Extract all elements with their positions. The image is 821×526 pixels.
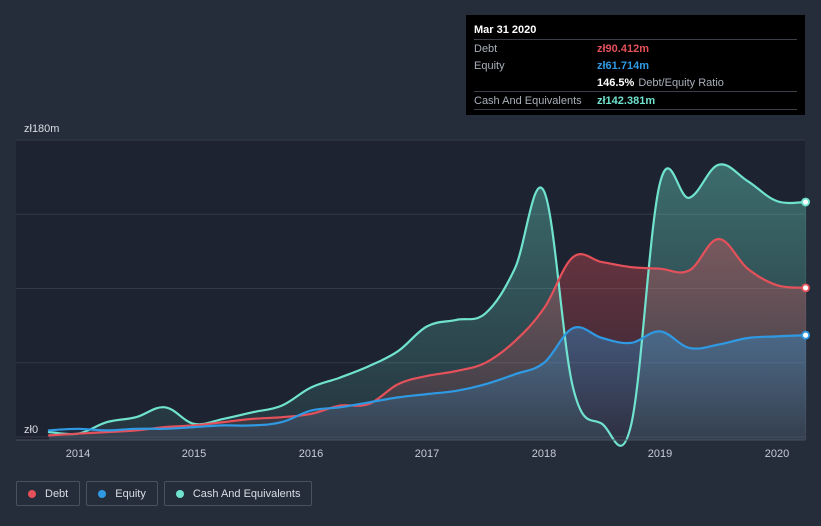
tooltip-panel: Mar 31 2020 Debt zł90.412m Equity zł61.7… <box>466 15 805 115</box>
x-tick-label: 2015 <box>182 448 206 460</box>
series-layer <box>47 163 808 447</box>
x-axis-ticks: 2014 2015 2016 2017 2018 2019 2020 <box>66 448 789 460</box>
line-cash <box>47 163 808 447</box>
legend-debt-label: Debt <box>45 487 69 500</box>
tooltip-cash-label: Cash And Equivalents <box>474 94 582 107</box>
end-marker-debt <box>801 283 810 293</box>
tooltip-ratio-label: Debt/Equity Ratio <box>638 76 724 89</box>
tooltip-cash-value: zł142.381m <box>597 94 656 107</box>
legend-cash-dot-icon <box>175 489 184 498</box>
tooltip-date: Mar 31 2020 <box>474 24 537 36</box>
tooltip-row-equity: Equity zł61.714m <box>474 57 797 74</box>
legend-item-equity[interactable]: Equity <box>86 481 158 506</box>
x-tick-label: 2019 <box>648 448 672 460</box>
tooltip-row-debt: Debt zł90.412m <box>474 39 797 57</box>
tooltip-debt-label: Debt <box>474 42 498 55</box>
line-debt <box>47 237 808 437</box>
tooltip-equity-label: Equity <box>474 59 505 72</box>
legend: Debt Equity Cash And Equivalents <box>16 481 313 506</box>
tooltip-row-ratio: 146.5% Debt/Equity Ratio <box>474 74 797 91</box>
legend-cash-label: Cash And Equivalents <box>192 487 301 500</box>
end-marker-equity <box>801 330 810 340</box>
legend-item-cash[interactable]: Cash And Equivalents <box>163 481 313 506</box>
tooltip-row-cash: Cash And Equivalents zł142.381m <box>474 91 797 110</box>
line-equity <box>47 326 808 432</box>
x-tick-label: 2016 <box>299 448 323 460</box>
end-markers <box>801 197 810 340</box>
x-tick-label: 2020 <box>765 448 789 460</box>
end-marker-cash <box>801 197 810 207</box>
x-tick-label: 2014 <box>66 448 90 460</box>
x-tick-label: 2018 <box>532 448 556 460</box>
legend-debt-dot-icon <box>28 489 36 498</box>
legend-item-debt[interactable]: Debt <box>16 481 81 506</box>
y-axis-bottom-label: zł0 <box>24 424 38 436</box>
y-axis-top-label: zł180m <box>24 123 59 135</box>
tooltip-equity-value: zł61.714m <box>597 59 649 72</box>
tooltip-ratio-value: 146.5% <box>597 76 635 89</box>
legend-equity-label: Equity <box>115 487 146 500</box>
area-equity <box>48 327 807 440</box>
legend-equity-dot-icon <box>98 489 107 498</box>
x-tick-label: 2017 <box>415 448 439 460</box>
tooltip-debt-value: zł90.412m <box>597 42 649 55</box>
